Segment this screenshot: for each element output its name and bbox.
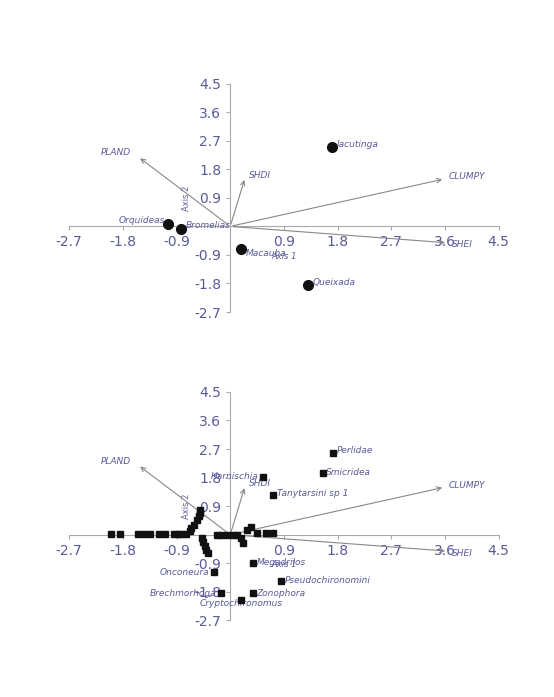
- Text: SHEI: SHEI: [452, 240, 473, 250]
- Text: Perlidae: Perlidae: [336, 446, 373, 455]
- Text: PLAND: PLAND: [100, 148, 131, 158]
- Text: SHDI: SHDI: [249, 479, 271, 488]
- Text: Zonophora: Zonophora: [257, 589, 306, 598]
- Text: Queixada: Queixada: [312, 278, 356, 287]
- X-axis label: Axis 1: Axis 1: [271, 252, 297, 261]
- Text: Bromelias: Bromelias: [186, 221, 231, 230]
- X-axis label: Axis 1: Axis 1: [271, 560, 297, 569]
- Y-axis label: Axis 2: Axis 2: [182, 493, 192, 519]
- Text: Tanytarsini sp 1: Tanytarsini sp 1: [277, 489, 348, 498]
- Text: Smicridea: Smicridea: [326, 468, 371, 477]
- Text: Megadrilos: Megadrilos: [257, 558, 306, 567]
- Text: Pseudochironomini: Pseudochironomini: [285, 576, 371, 585]
- Text: SHEI: SHEI: [452, 549, 473, 558]
- Text: Onconeura: Onconeura: [159, 567, 209, 576]
- Text: Cryptochironomus: Cryptochironomus: [199, 599, 283, 608]
- Y-axis label: Axis 2: Axis 2: [182, 185, 192, 210]
- Text: Jacutinga: Jacutinga: [336, 140, 378, 149]
- Text: SHDI: SHDI: [249, 171, 271, 180]
- Text: Macauba: Macauba: [246, 249, 286, 257]
- Text: Orquideas: Orquideas: [119, 216, 165, 225]
- Text: CLUMPY: CLUMPY: [449, 172, 485, 181]
- Text: Brechmorhoga: Brechmorhoga: [150, 589, 217, 598]
- Text: CLUMPY: CLUMPY: [449, 481, 485, 490]
- Text: PLAND: PLAND: [100, 457, 131, 466]
- Text: Harnischia: Harnischia: [211, 473, 258, 482]
